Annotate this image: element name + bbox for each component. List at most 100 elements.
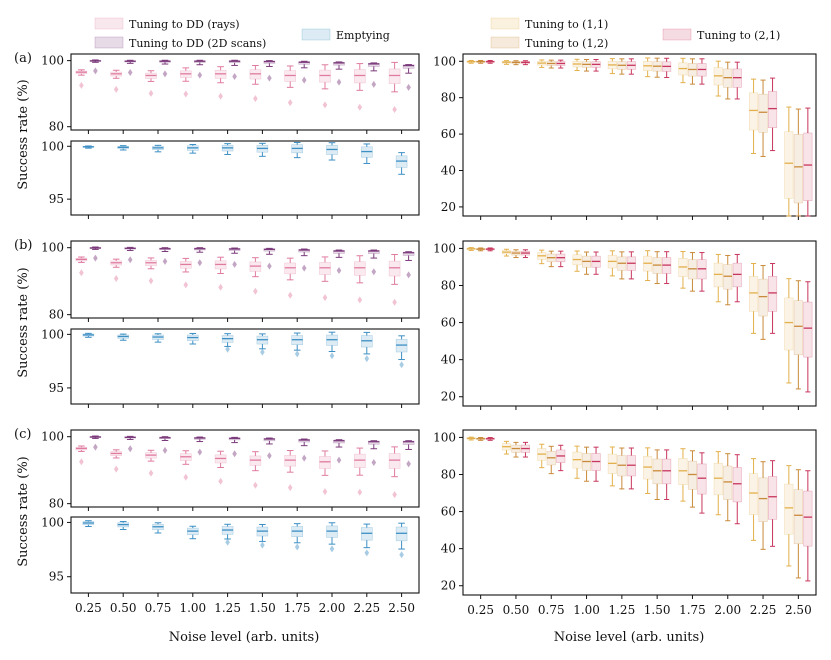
box-plot xyxy=(326,331,338,352)
y-tick-label: 80 xyxy=(441,91,456,105)
box-plot xyxy=(723,61,733,100)
y-tick-label: 60 xyxy=(441,316,456,330)
box-plot xyxy=(626,447,636,490)
legend-swatch xyxy=(490,36,520,49)
box-plot xyxy=(767,77,778,152)
box xyxy=(748,473,759,515)
x-tick-label: 0.50 xyxy=(503,603,530,617)
legend-label: Tuning to DD (2D scans) xyxy=(129,37,266,50)
outlier xyxy=(113,85,119,93)
outlier xyxy=(364,355,370,363)
box-plot xyxy=(298,438,311,447)
y-tick-label: 80 xyxy=(441,278,456,292)
y-tick-label: 95 xyxy=(49,381,64,395)
box xyxy=(353,453,366,468)
y-tick-label: 100 xyxy=(41,430,64,444)
outlier xyxy=(357,488,363,496)
outlier xyxy=(392,106,397,114)
x-tick-label: 1.50 xyxy=(644,603,671,617)
box-plot xyxy=(476,247,486,252)
outlier xyxy=(322,294,328,302)
box-plot xyxy=(591,446,601,482)
box-plot xyxy=(803,470,813,582)
box-plot xyxy=(652,449,662,501)
outlier xyxy=(79,458,84,466)
box-plot xyxy=(214,256,227,274)
box xyxy=(723,465,733,500)
box xyxy=(652,458,662,485)
box-plot xyxy=(249,257,262,278)
box-plot xyxy=(263,60,276,67)
box-plot xyxy=(360,331,373,355)
outlier xyxy=(148,89,154,97)
box-plot xyxy=(758,79,768,157)
box-plot xyxy=(572,58,582,71)
box-plot xyxy=(319,256,331,282)
box-plot xyxy=(180,450,192,465)
box-plot xyxy=(662,57,672,79)
box-plot xyxy=(748,458,759,541)
outlier xyxy=(218,283,223,291)
box xyxy=(319,262,331,275)
box-plot xyxy=(697,58,707,85)
panel-tag: (a) xyxy=(14,51,32,66)
box-plot xyxy=(89,59,102,63)
outlier xyxy=(162,446,168,454)
box-plot xyxy=(291,141,304,159)
outlier xyxy=(197,71,203,79)
outlier xyxy=(267,74,272,82)
box xyxy=(793,300,803,356)
box-plot xyxy=(501,248,512,257)
row-0: (a) Success rate (%) 80 100 95 100 20 40 60 80 100 xyxy=(14,51,817,220)
outlier xyxy=(329,352,335,360)
y-tick-label: 20 xyxy=(441,579,456,593)
box-plot xyxy=(395,522,408,550)
left-bottom-panel-frame xyxy=(70,328,420,405)
box-plot xyxy=(591,251,601,275)
box xyxy=(298,249,311,253)
outlier xyxy=(79,81,84,89)
box-plot xyxy=(732,253,742,303)
box-plot xyxy=(228,436,241,444)
box-plot xyxy=(214,66,227,84)
outlier xyxy=(301,454,307,462)
y-tick-label: 80 xyxy=(441,467,456,481)
y-tick-label: 95 xyxy=(49,192,64,206)
outlier xyxy=(336,266,342,274)
box-plot xyxy=(180,257,192,273)
box xyxy=(388,453,401,469)
outlier xyxy=(127,256,133,264)
box-plot xyxy=(803,107,813,217)
box-plot xyxy=(89,246,102,250)
box-plot xyxy=(607,250,617,277)
x-tick-label: 1.50 xyxy=(249,601,276,615)
y-tick-label: 100 xyxy=(41,54,64,68)
box-plot xyxy=(124,59,136,64)
outlier xyxy=(322,101,328,109)
left-top-panel-frame xyxy=(70,429,420,508)
box-plot xyxy=(537,249,547,265)
box xyxy=(713,462,723,496)
box xyxy=(333,61,345,66)
outlier xyxy=(287,99,293,107)
box-plot xyxy=(194,436,206,443)
outlier xyxy=(232,450,237,458)
y-axis-label: Success rate (%) xyxy=(16,456,31,567)
box-plot xyxy=(124,435,136,440)
y-axis-label: Success rate (%) xyxy=(16,267,31,378)
outlier xyxy=(113,274,119,282)
box-plot xyxy=(159,436,171,442)
legend-swatch xyxy=(94,17,124,30)
outlier xyxy=(371,80,377,88)
box xyxy=(732,467,742,503)
box xyxy=(402,251,415,256)
y-tick-label: 60 xyxy=(441,505,456,519)
y-tick-label: 100 xyxy=(433,54,456,68)
box-plot xyxy=(360,143,373,164)
box-plot xyxy=(145,257,157,270)
outlier xyxy=(267,452,272,460)
outlier xyxy=(225,345,230,353)
box-plot xyxy=(82,332,95,338)
legend-label: Emptying xyxy=(336,29,390,42)
box-plot xyxy=(402,440,415,450)
